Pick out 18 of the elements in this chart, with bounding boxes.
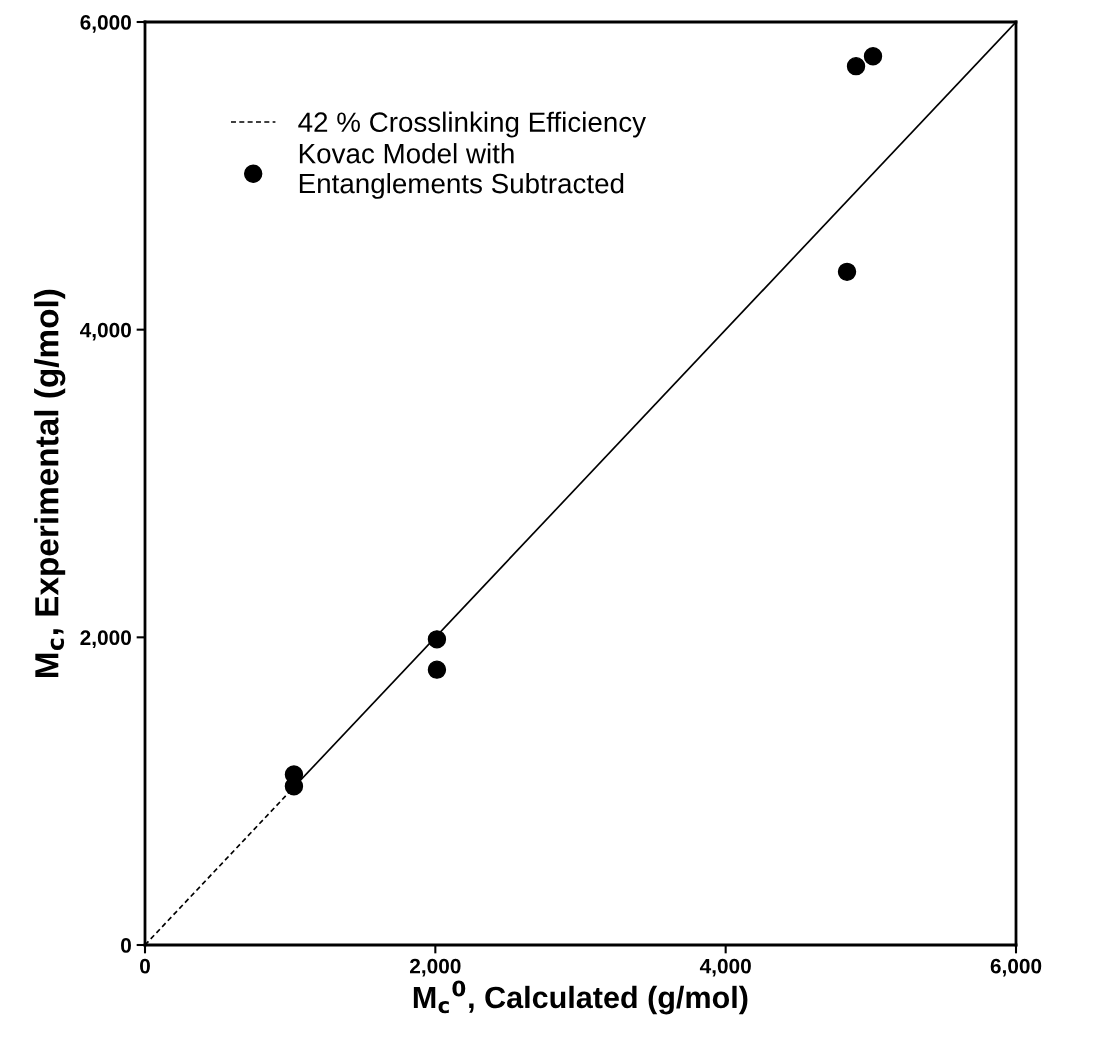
point xyxy=(284,777,304,796)
y-tick-label: 4,000 xyxy=(79,322,131,341)
x-axis-title: M$_{c}$$^{0}$, Calculated (g/mol) xyxy=(413,980,748,1015)
x-tick-label: 6,000 xyxy=(990,958,1042,977)
legend-label: 42 % Crosslinking Efficiency xyxy=(298,111,646,138)
y-tick-label: 2,000 xyxy=(80,630,131,649)
x-tick-label: 4,000 xyxy=(699,958,751,977)
point xyxy=(837,262,857,282)
point xyxy=(427,660,447,679)
y-tick-label: 0 xyxy=(121,938,131,953)
legend-label: Kovac Model with Entanglements Subtracted xyxy=(299,143,624,199)
x-tick-label: 2,000 xyxy=(409,958,461,977)
point xyxy=(427,630,447,649)
point xyxy=(846,56,866,76)
x-tick-label: 0 xyxy=(140,958,150,974)
y-tick-label: 6,000 xyxy=(80,15,131,33)
point xyxy=(863,47,883,66)
y-axis-title: M$_{c}$, Experimental (g/mol) xyxy=(34,289,66,677)
